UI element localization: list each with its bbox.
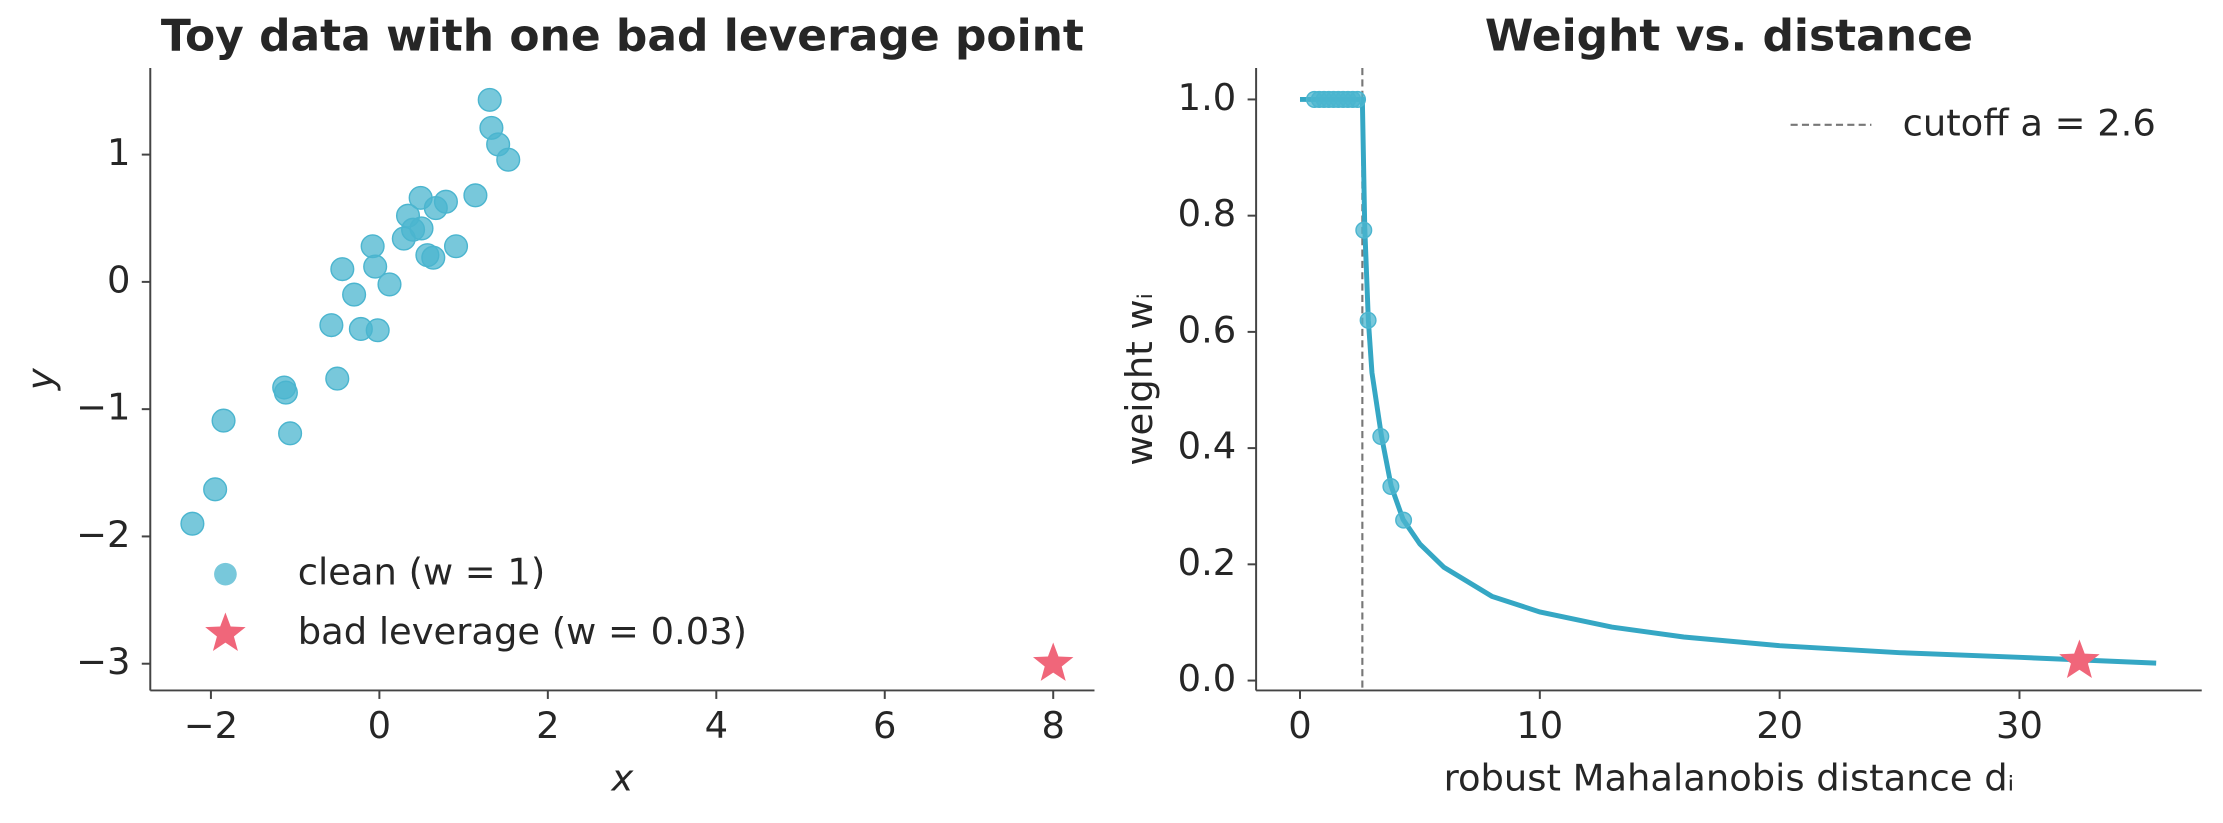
y-tick-label: 1 <box>107 131 130 174</box>
point <box>496 147 521 172</box>
point <box>1395 511 1413 529</box>
x-tick-label: 20 <box>1756 704 1803 747</box>
y-tick-label: −3 <box>76 640 130 683</box>
y-tick-label: 0.2 <box>1178 541 1237 584</box>
point <box>433 189 458 214</box>
x-tick-label: 0 <box>368 704 391 747</box>
legend-marker <box>214 562 237 586</box>
y-tick-label: −2 <box>76 513 130 556</box>
point <box>1382 477 1400 495</box>
point <box>363 254 388 279</box>
y-tick-label: 0.6 <box>1178 308 1237 351</box>
weight-curve <box>1299 96 2157 666</box>
point <box>377 272 402 297</box>
point <box>1349 90 1367 108</box>
x-tick-label: −2 <box>184 704 238 747</box>
point <box>342 282 367 307</box>
y-axis-label: weight wᵢ <box>1118 293 1161 466</box>
y-axis-label: y <box>19 367 62 391</box>
x-tick-label: 30 <box>1996 704 2043 747</box>
point <box>477 87 502 112</box>
legend-label: cutoff a = 2.6 <box>1903 101 2156 144</box>
point <box>360 234 385 259</box>
point <box>180 511 205 536</box>
point <box>203 477 228 502</box>
x-tick-label: 8 <box>1041 704 1064 747</box>
point <box>330 257 355 282</box>
y-tick-label: 0.8 <box>1178 192 1237 235</box>
point <box>325 366 350 391</box>
point <box>211 408 236 433</box>
point <box>278 421 303 446</box>
point <box>319 313 344 338</box>
y-tick-label: 0.0 <box>1178 657 1237 700</box>
point <box>1359 311 1377 329</box>
x-axis-label: robust Mahalanobis distance dᵢ <box>1444 756 2015 799</box>
x-tick-label: 0 <box>1288 704 1311 747</box>
x-tick-label: 6 <box>873 704 896 747</box>
point <box>421 245 446 270</box>
point <box>365 318 390 343</box>
point <box>1372 427 1390 445</box>
point <box>273 380 298 405</box>
point <box>1355 221 1373 239</box>
point <box>443 234 469 259</box>
point <box>409 216 434 241</box>
star-point <box>1032 642 1074 681</box>
legend-marker <box>205 612 246 651</box>
star-point <box>2059 639 2100 679</box>
point <box>463 183 488 208</box>
x-tick-label: 4 <box>705 704 728 747</box>
y-tick-label: 0.4 <box>1178 425 1237 468</box>
x-tick-label: 2 <box>536 704 559 747</box>
chart-title: Weight vs. distance <box>1485 10 1973 61</box>
legend-label: bad leverage (w = 0.03) <box>298 610 747 653</box>
chart-title: Toy data with one bad leverage point <box>161 10 1084 61</box>
x-tick-label: 10 <box>1516 704 1563 747</box>
x-axis-label: x <box>610 756 634 799</box>
legend-label: clean (w = 1) <box>298 551 546 594</box>
y-tick-label: −1 <box>76 386 130 429</box>
y-tick-label: 1.0 <box>1178 76 1237 119</box>
y-tick-label: 0 <box>107 258 130 301</box>
